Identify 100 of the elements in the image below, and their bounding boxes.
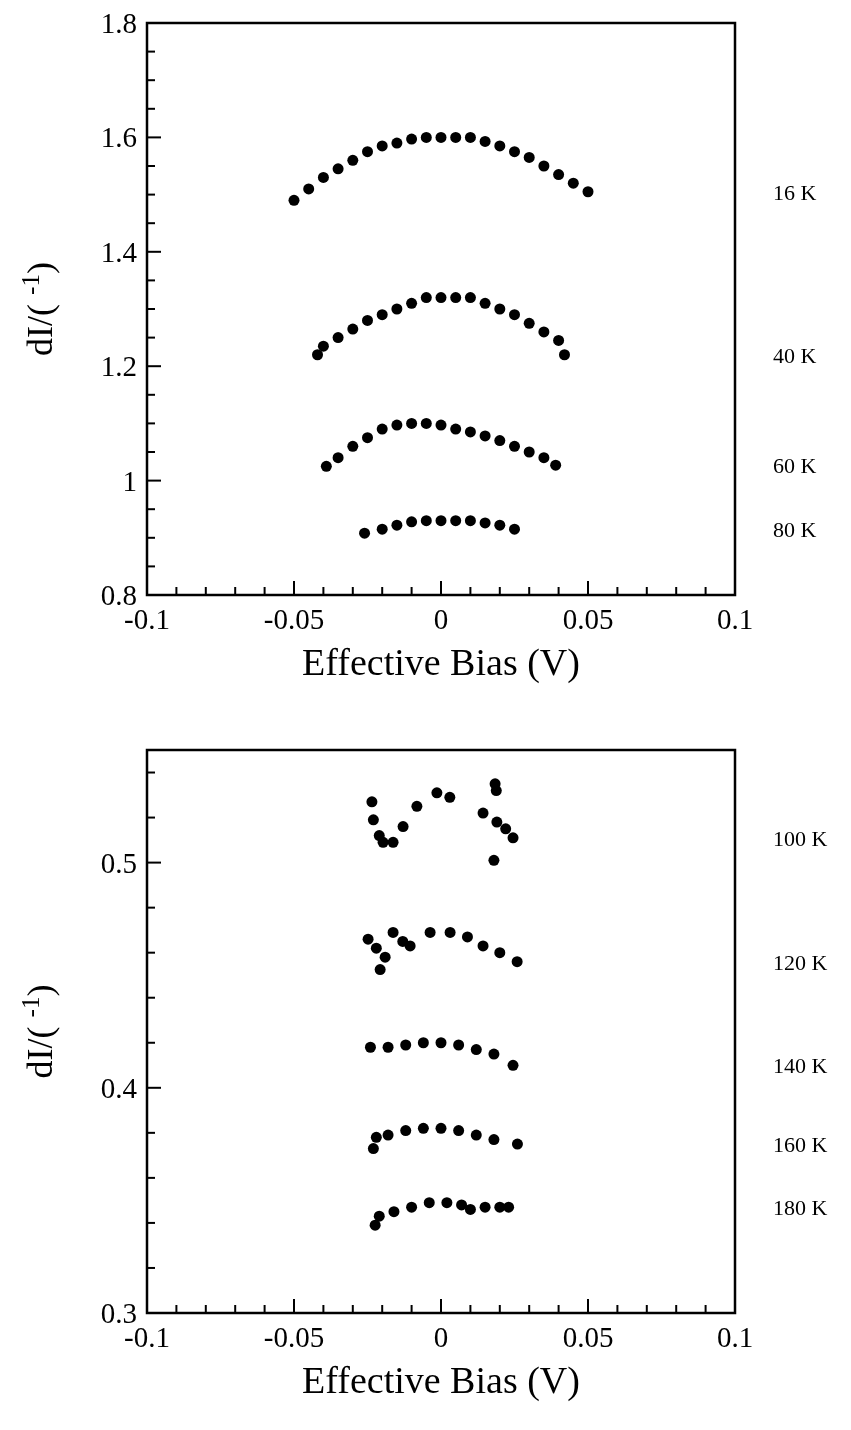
point <box>464 131 476 143</box>
text: 160 K <box>773 1132 828 1158</box>
point <box>332 332 344 344</box>
point <box>435 131 447 143</box>
point <box>397 935 409 947</box>
point <box>441 1197 453 1209</box>
point <box>494 303 506 315</box>
point <box>420 131 432 143</box>
point <box>523 151 535 163</box>
point <box>366 796 378 808</box>
point <box>420 292 432 304</box>
text: 100 K <box>773 825 828 851</box>
point <box>397 821 409 833</box>
point <box>470 1129 482 1141</box>
point <box>461 931 473 943</box>
point <box>582 186 594 198</box>
y-tick-label: 1 <box>122 464 137 497</box>
point <box>387 926 399 938</box>
y-tick-label: 1.6 <box>100 121 137 154</box>
point <box>406 417 418 429</box>
y-tick-label: 1.4 <box>100 235 138 268</box>
point <box>494 947 506 959</box>
point <box>417 1122 429 1134</box>
point <box>424 926 436 938</box>
point <box>435 419 447 431</box>
point <box>550 459 562 471</box>
text: 60 K <box>773 453 817 479</box>
point <box>376 523 388 535</box>
x-tick-label: -0.05 <box>263 1321 325 1353</box>
point <box>317 340 329 352</box>
x-axis-title: Effective Bias (V) <box>302 1359 580 1402</box>
point <box>359 527 371 539</box>
x-tick-label: 0.1 <box>716 603 754 635</box>
point <box>490 785 502 797</box>
text: 40 K <box>773 342 817 368</box>
point <box>453 1125 465 1137</box>
point <box>488 1048 500 1060</box>
point <box>453 1039 465 1051</box>
point <box>491 816 503 828</box>
point <box>417 1037 429 1049</box>
point <box>456 1199 468 1211</box>
x-tick-label: 0.05 <box>562 603 614 635</box>
point <box>509 146 520 158</box>
point <box>435 515 447 527</box>
point <box>364 1041 376 1053</box>
point <box>332 163 344 175</box>
point <box>523 446 535 458</box>
point <box>374 964 386 976</box>
point <box>494 435 506 447</box>
point <box>347 323 359 335</box>
point <box>406 1201 418 1213</box>
point <box>503 1201 515 1213</box>
point <box>420 515 432 527</box>
point <box>367 1143 379 1155</box>
point <box>450 423 462 435</box>
y-tick-label: 1.2 <box>100 350 137 383</box>
point <box>479 297 491 309</box>
point <box>464 292 476 304</box>
point <box>477 807 489 819</box>
x-axis-title: Effective Bias (V) <box>302 641 580 684</box>
point <box>367 814 379 826</box>
point <box>509 523 520 535</box>
point <box>376 423 388 435</box>
point <box>507 1059 519 1071</box>
point <box>391 303 403 315</box>
point <box>444 791 456 803</box>
point <box>538 160 550 172</box>
point <box>379 951 391 963</box>
point <box>362 314 373 326</box>
point <box>391 419 403 431</box>
point <box>470 1044 482 1056</box>
point <box>450 515 462 527</box>
point <box>464 515 476 527</box>
point <box>347 154 359 166</box>
point <box>431 787 443 799</box>
point <box>288 194 300 206</box>
x-tick-label: 0 <box>433 603 449 635</box>
point <box>362 146 373 158</box>
x-tick-label: 0.05 <box>562 1321 614 1353</box>
point <box>479 135 491 147</box>
point <box>523 317 535 329</box>
point <box>400 1125 412 1137</box>
point <box>347 440 359 452</box>
y-tick-label: 0.3 <box>100 1297 137 1329</box>
point <box>406 133 418 145</box>
point <box>411 800 423 812</box>
point <box>507 832 519 844</box>
y-tick-label: 0.5 <box>100 846 137 879</box>
point <box>494 519 506 531</box>
point <box>488 854 500 866</box>
point <box>373 1210 385 1222</box>
point <box>391 519 403 531</box>
point <box>464 426 476 438</box>
point <box>511 1138 523 1150</box>
point <box>362 933 374 945</box>
point <box>404 940 416 952</box>
point <box>370 1131 382 1143</box>
point <box>312 349 324 361</box>
point <box>406 516 418 528</box>
y-tick-label: 0.8 <box>100 579 137 611</box>
